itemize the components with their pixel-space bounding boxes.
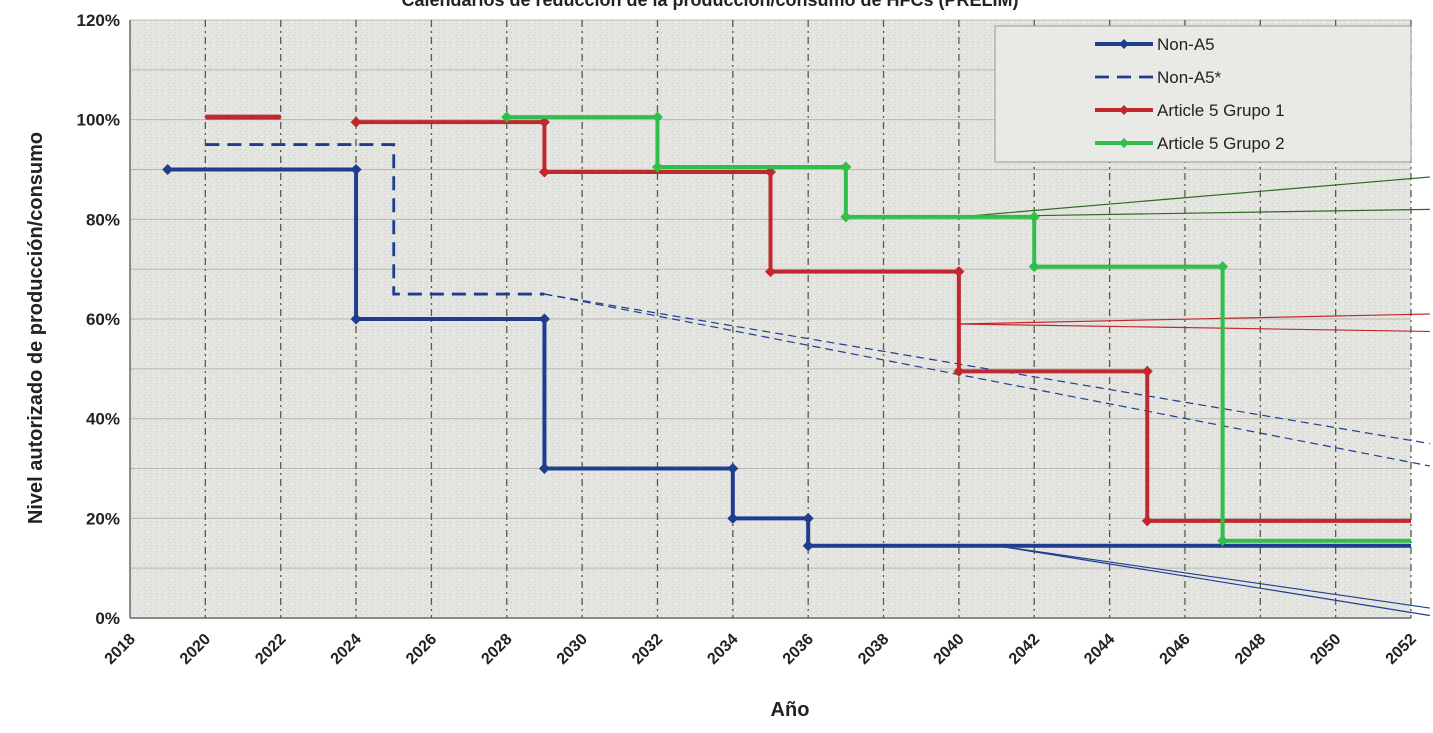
callout-line <box>958 313 1430 325</box>
data-point-article-5-grupo-2 <box>1217 261 1229 273</box>
x-tick-label: 2022 <box>252 631 289 668</box>
y-tick-label: 120% <box>77 11 120 30</box>
data-point-article-5-grupo-2 <box>651 111 663 123</box>
data-point-article-5-grupo-1 <box>350 116 362 128</box>
data-point-article-5-grupo-2 <box>651 161 663 173</box>
data-point-non-a5 <box>538 313 550 325</box>
x-tick-label: 2038 <box>855 631 892 668</box>
data-point-article-5-grupo-1 <box>953 266 965 278</box>
x-tick-label: 2042 <box>1006 631 1043 668</box>
series-line-non-a5 <box>167 167 1411 548</box>
legend-marker <box>1119 105 1129 115</box>
callout-line <box>544 293 1430 445</box>
y-tick-label: 100% <box>77 111 120 130</box>
callout-line <box>544 293 1430 467</box>
legend-label: Non-A5* <box>1157 68 1222 87</box>
legend: Non-A5 Non-A5* Article 5 Grupo 1 Article 5 … <box>994 25 1412 163</box>
callout-line <box>958 323 1430 333</box>
data-point-article-5-grupo-1 <box>1141 515 1153 527</box>
data-point-non-a5 <box>538 463 550 474</box>
data-point-non-a5 <box>727 463 739 474</box>
x-tick-label: 2030 <box>554 631 591 668</box>
data-point-article-5-grupo-1 <box>538 166 550 178</box>
data-point-non-a5 <box>802 512 814 524</box>
y-tick-label: 80% <box>86 210 120 229</box>
data-point-article-5-grupo-2 <box>1028 211 1040 223</box>
legend-label: Article 5 Grupo 2 <box>1157 134 1285 153</box>
data-point-article-5-grupo-2 <box>501 111 513 123</box>
legend-marker <box>1119 138 1129 148</box>
chart-title: Calendarios de reducción de la producció… <box>401 0 1018 10</box>
data-point-article-5-grupo-2 <box>1217 535 1229 547</box>
x-tick-label: 2052 <box>1383 631 1420 668</box>
x-tick-label: 2050 <box>1307 631 1344 668</box>
series-layer <box>162 111 1411 552</box>
x-tick-label: 2044 <box>1081 631 1118 668</box>
y-tick-label: 60% <box>86 310 120 329</box>
data-point-non-a5 <box>727 512 739 524</box>
x-tick-label: 2026 <box>403 631 440 668</box>
x-tick-label: 2048 <box>1232 631 1269 668</box>
data-point-article-5-grupo-2 <box>1028 261 1040 273</box>
series-line-non-a5 <box>205 143 545 296</box>
y-tick-label: 40% <box>86 410 120 429</box>
y-axis-title: Nivel autorizado de producción/consumo <box>25 132 47 524</box>
x-tick-label: 2028 <box>478 631 515 668</box>
data-point-article-5-grupo-1 <box>765 166 776 178</box>
x-tick-label: 2032 <box>629 631 666 668</box>
data-point-article-5-grupo-1 <box>538 116 550 128</box>
x-tick-label: 2036 <box>780 631 817 668</box>
legend-box <box>994 25 1412 163</box>
series-line-article-5-grupo-2 <box>506 115 1411 543</box>
data-point-non-a5 <box>350 313 362 325</box>
legend-marker <box>1119 39 1129 49</box>
data-point-non-a5 <box>162 164 174 175</box>
series-line-article-5-grupo-1 <box>356 120 1411 523</box>
callout-line <box>958 176 1430 218</box>
data-point-non-a5 <box>350 164 362 175</box>
legend-label: Non-A5 <box>1157 35 1215 54</box>
x-axis-title: Año <box>771 699 810 721</box>
x-tick-label: 2024 <box>328 631 365 668</box>
data-point-article-5-grupo-1 <box>765 266 776 278</box>
data-point-non-a5 <box>802 540 814 552</box>
data-point-article-5-grupo-2 <box>840 161 852 173</box>
data-point-article-5-grupo-2 <box>840 211 852 223</box>
y-tick-label: 20% <box>86 509 120 528</box>
x-tick-label: 2040 <box>931 631 968 668</box>
x-tick-label: 2018 <box>102 631 139 668</box>
data-point-article-5-grupo-1 <box>953 365 965 377</box>
x-tick-label: 2034 <box>704 631 741 668</box>
data-point-article-5-grupo-1 <box>1141 365 1153 377</box>
x-tick-label: 2046 <box>1157 631 1194 668</box>
x-tick-label: 2020 <box>177 631 214 668</box>
y-tick-label: 0% <box>95 609 120 628</box>
callout-line <box>996 545 1430 617</box>
callout-line <box>996 545 1430 609</box>
legend-label: Article 5 Grupo 1 <box>1157 101 1285 120</box>
